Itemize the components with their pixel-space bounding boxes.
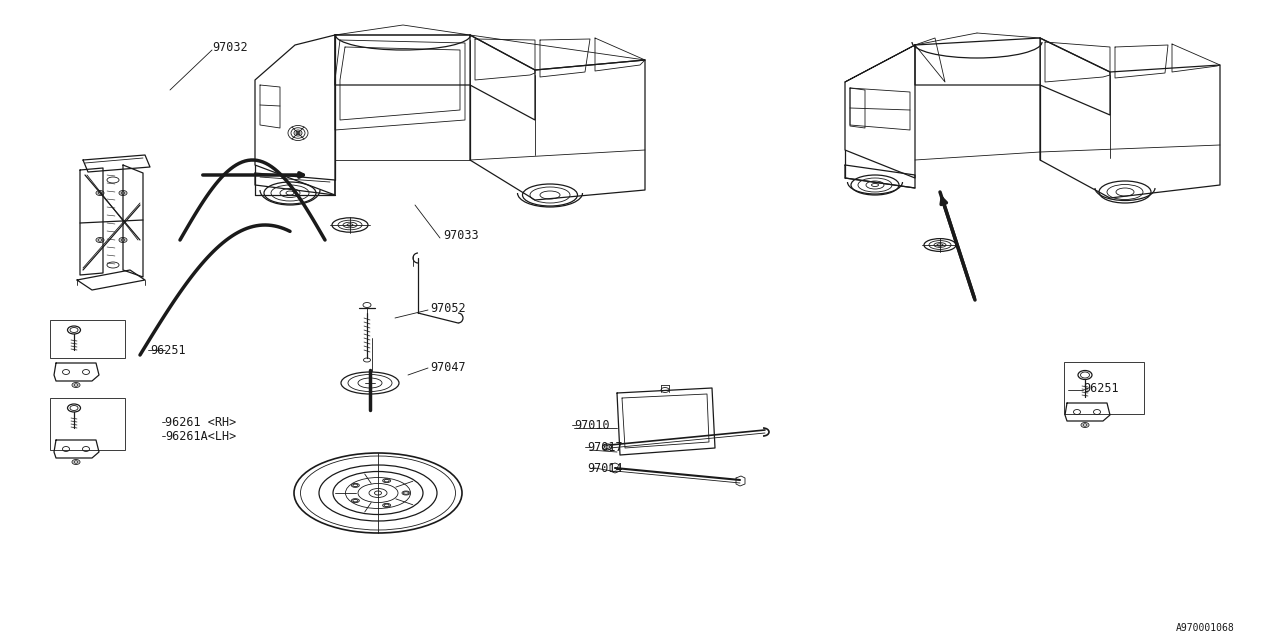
Text: 97032: 97032 bbox=[212, 40, 247, 54]
Ellipse shape bbox=[119, 191, 127, 195]
Text: 97033: 97033 bbox=[443, 228, 479, 241]
Ellipse shape bbox=[96, 237, 104, 243]
Text: 96251: 96251 bbox=[1083, 381, 1119, 394]
Text: 97014: 97014 bbox=[588, 461, 622, 474]
Text: 97052: 97052 bbox=[430, 301, 466, 314]
Ellipse shape bbox=[383, 504, 390, 508]
Ellipse shape bbox=[351, 483, 360, 487]
Text: 96261A<LH>: 96261A<LH> bbox=[165, 429, 237, 442]
Ellipse shape bbox=[96, 191, 104, 195]
Text: 96251: 96251 bbox=[150, 344, 186, 356]
Ellipse shape bbox=[402, 491, 410, 495]
Text: 96261 <RH>: 96261 <RH> bbox=[165, 415, 237, 429]
Text: 97010: 97010 bbox=[573, 419, 609, 431]
Bar bbox=[1064, 362, 1144, 414]
Bar bbox=[50, 320, 125, 358]
Text: 97017: 97017 bbox=[588, 440, 622, 454]
Bar bbox=[50, 398, 125, 450]
Ellipse shape bbox=[351, 499, 360, 502]
Text: 97047: 97047 bbox=[430, 360, 466, 374]
Ellipse shape bbox=[119, 237, 127, 243]
Ellipse shape bbox=[383, 479, 390, 483]
Text: A970001068: A970001068 bbox=[1176, 623, 1235, 633]
